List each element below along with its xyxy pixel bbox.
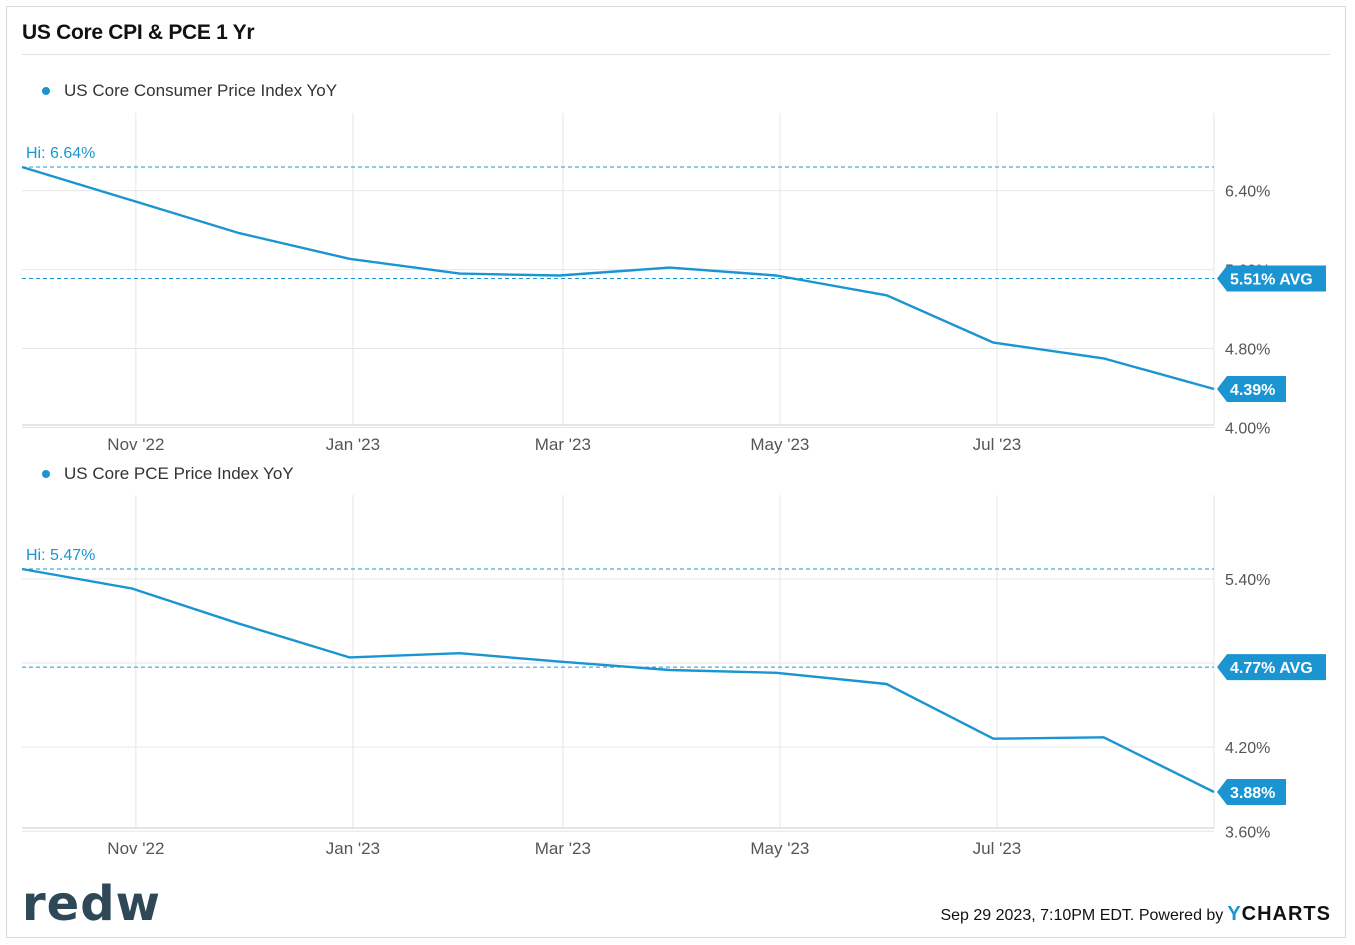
legend-marker-icon: [42, 87, 50, 95]
page-title: US Core CPI & PCE 1 Yr: [22, 21, 255, 44]
footer-credit: Sep 29 2023, 7:10PM EDT. Powered by YCHA…: [940, 903, 1331, 926]
pce-chart[interactable]: 5.40% 4.80% 4.20% 3.60% Nov '22 Jan '23 Mar '2…: [0, 0, 1355, 880]
series-line: [21, 567, 1215, 794]
x-tick-label: Jan '23: [326, 435, 380, 454]
redw-logo: redw: [22, 876, 161, 932]
ycharts-logo-y: Y: [1227, 903, 1242, 925]
hi-label: Hi: 6.64%: [26, 145, 95, 162]
last-value-label: 3.88%: [1230, 785, 1275, 802]
hi-label: Hi: 5.47%: [26, 547, 95, 564]
avg-badge: [1217, 654, 1326, 681]
y-tick-label: 4.80%: [1225, 342, 1270, 359]
avg-label: 4.77% AVG: [1230, 660, 1313, 677]
series-line: [21, 165, 1215, 391]
x-tick-label: Nov '22: [107, 839, 164, 858]
footer-timestamp: Sep 29 2023, 7:10PM EDT. Powered by: [940, 907, 1224, 924]
x-tick-label: Mar '23: [535, 839, 591, 858]
legend-label-cpi: US Core Consumer Price Index YoY: [64, 81, 338, 100]
chart-frame: [6, 6, 1346, 938]
last-value-badge: [1217, 779, 1286, 805]
x-tick-label: Jan '23: [326, 839, 380, 858]
y-tick-label: 3.60%: [1225, 824, 1270, 841]
ycharts-logo-text: CHARTS: [1241, 903, 1331, 925]
legend-marker-icon: [42, 470, 50, 478]
legend-pce[interactable]: US Core PCE Price Index YoY: [42, 464, 294, 484]
legend-cpi[interactable]: US Core Consumer Price Index YoY: [42, 81, 337, 101]
x-tick-label: May '23: [750, 435, 809, 454]
avg-badge: [1217, 265, 1326, 292]
y-tick-label: 5.40%: [1225, 572, 1270, 589]
avg-label: 5.51% AVG: [1230, 271, 1313, 288]
ycharts-logo[interactable]: YCHARTS: [1227, 903, 1331, 926]
x-tick-label: Nov '22: [107, 435, 164, 454]
legend-label-pce: US Core PCE Price Index YoY: [64, 464, 294, 483]
y-tick-label: 4.00%: [1225, 420, 1270, 437]
x-tick-label: Jul '23: [973, 435, 1022, 454]
y-tick-label: 4.20%: [1225, 740, 1270, 757]
last-value-label: 4.39%: [1230, 382, 1275, 399]
x-tick-label: May '23: [750, 839, 809, 858]
title-divider: [22, 54, 1330, 55]
y-tick-label: 6.40%: [1225, 184, 1270, 201]
x-tick-label: Mar '23: [535, 435, 591, 454]
x-tick-label: Jul '23: [973, 839, 1022, 858]
last-value-badge: [1217, 376, 1286, 402]
